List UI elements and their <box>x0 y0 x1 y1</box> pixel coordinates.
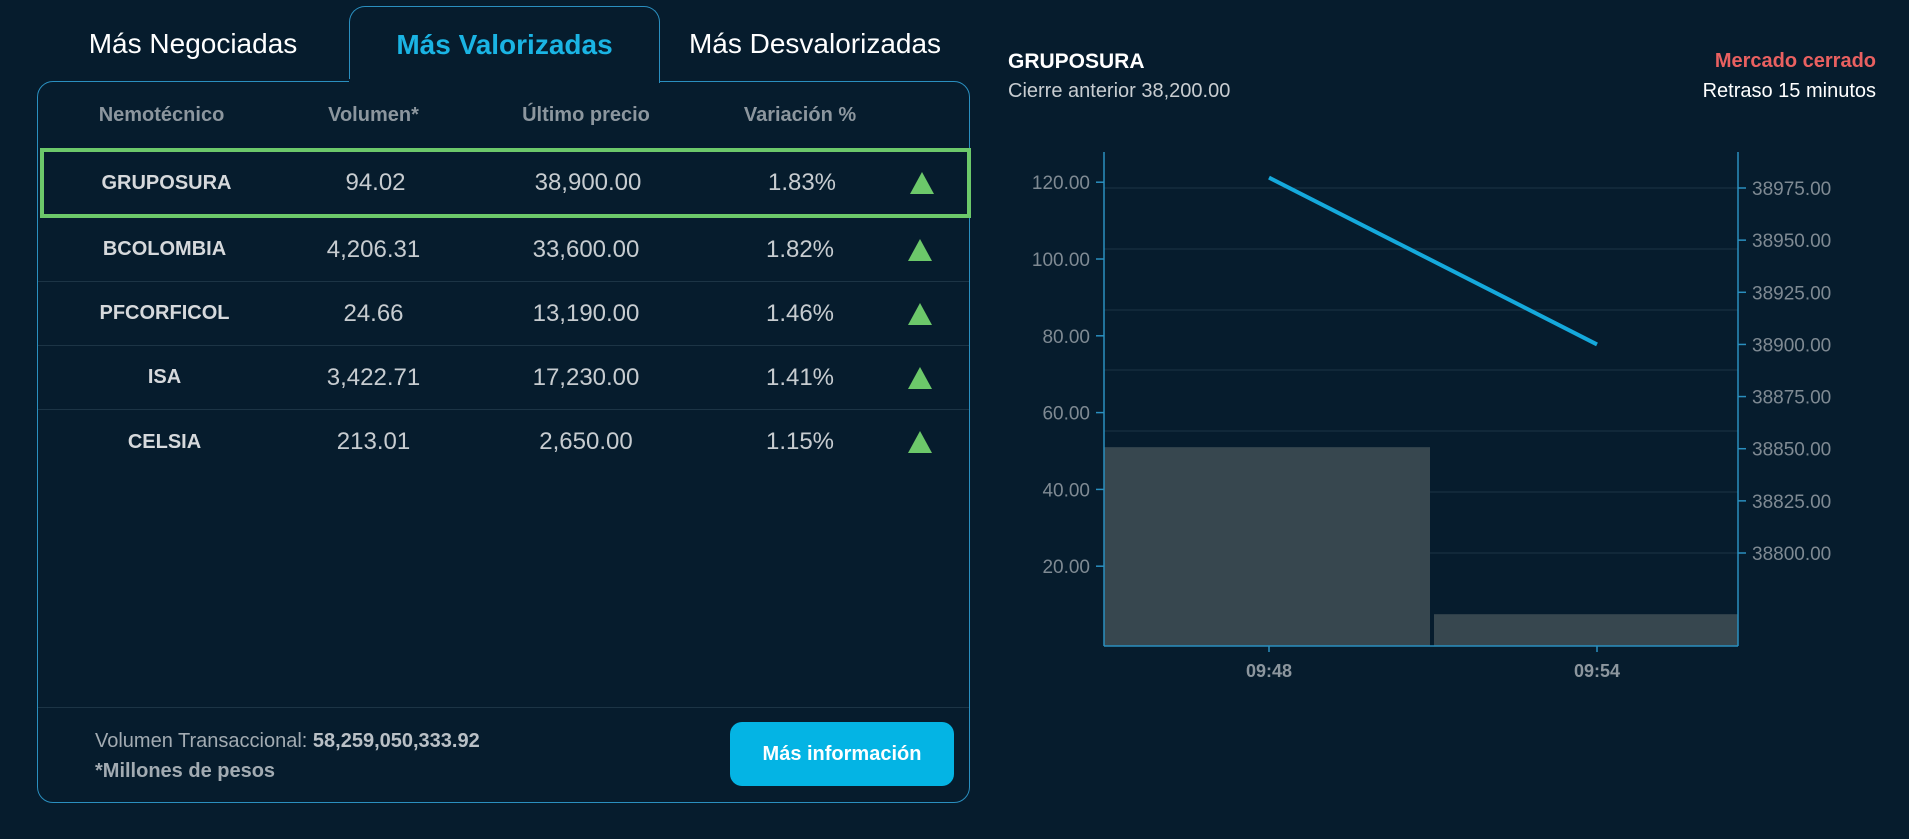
svg-text:80.00: 80.00 <box>1042 327 1090 348</box>
row-symbol: BCOLOMBIA <box>102 238 227 260</box>
row-volume: 4,206.31 <box>326 235 421 263</box>
table-body: GRUPOSURA 94.02 38,900.00 1.83% BCOLOMBI… <box>38 148 971 474</box>
tab-mas-negociadas[interactable]: Más Negociadas <box>88 28 298 59</box>
svg-text:40.00: 40.00 <box>1042 480 1090 501</box>
row-volume: 24.66 <box>343 299 404 327</box>
svg-text:09:48: 09:48 <box>1246 661 1292 681</box>
tab-mas-desvalorizadas[interactable]: Más Desvalorizadas <box>688 28 942 59</box>
svg-text:38850.00: 38850.00 <box>1752 440 1831 461</box>
volume-bars <box>1104 447 1738 646</box>
header-volume: Volumen* <box>328 103 419 126</box>
table-row[interactable]: BCOLOMBIA 4,206.31 33,600.00 1.82% <box>38 218 969 282</box>
price-volume-chart: 20.00 40.00 60.00 80.00 100.00 120.00 38800.0… <box>1000 140 1909 700</box>
tab-connector <box>349 79 659 83</box>
row-price: 17,230.00 <box>532 363 640 391</box>
chart-axes <box>1103 152 1739 647</box>
svg-text:38925.00: 38925.00 <box>1752 283 1831 304</box>
row-change: 1.83% <box>767 169 837 196</box>
table-row[interactable]: ISA 3,422.71 17,230.00 1.41% <box>38 346 969 410</box>
right-axis-ticks: 38800.00 38825.00 38850.00 38875.00 38900.00… <box>1738 179 1831 565</box>
panel-footer: Volumen Transaccional: 58,259,050,333.92… <box>38 707 969 803</box>
previous-close: Cierre anterior 38,200.00 <box>1008 80 1231 102</box>
tab-mas-valorizadas[interactable]: Más Valorizadas <box>349 6 660 83</box>
svg-text:38900.00: 38900.00 <box>1752 335 1831 356</box>
more-info-button[interactable]: Más información <box>730 722 954 786</box>
svg-text:38975.00: 38975.00 <box>1752 179 1831 200</box>
row-price: 38,900.00 <box>534 169 642 196</box>
delay-notice: Retraso 15 minutos <box>1702 80 1876 102</box>
tab-bar: Más Negociadas Más Valorizadas Más Desva… <box>38 6 968 83</box>
row-volume: 213.01 <box>336 428 411 455</box>
stocks-panel: Nemotécnico Volumen* Último precio Varia… <box>37 81 971 803</box>
market-status: Mercado cerrado <box>1714 50 1876 72</box>
row-symbol: CELSIA <box>127 430 202 453</box>
row-symbol: PFCORFICOL <box>99 302 230 324</box>
up-triangle-icon <box>910 172 934 194</box>
unit-note: *Millones de pesos <box>95 760 276 782</box>
table-header: Nemotécnico Volumen* Último precio Varia… <box>38 82 969 148</box>
up-triangle-icon <box>908 302 932 325</box>
svg-text:120.00: 120.00 <box>1032 173 1090 194</box>
price-line <box>1268 175 1598 347</box>
x-axis-ticks: 09:48 09:54 <box>1246 646 1620 681</box>
svg-text:20.00: 20.00 <box>1042 557 1090 578</box>
svg-text:60.00: 60.00 <box>1042 404 1090 425</box>
transaction-volume-label: Volumen Transaccional: <box>95 730 308 752</box>
header-change: Variación % <box>743 103 857 126</box>
header-last-price: Último precio <box>522 103 650 126</box>
table-row[interactable]: GRUPOSURA 94.02 38,900.00 1.83% <box>40 148 971 218</box>
volume-bar <box>1104 447 1430 646</box>
transaction-volume: Volumen Transaccional: 58,259,050,333.92 <box>95 730 480 753</box>
row-price: 13,190.00 <box>532 299 640 327</box>
row-price: 2,650.00 <box>539 428 633 455</box>
svg-text:38800.00: 38800.00 <box>1752 544 1831 565</box>
table-row[interactable]: PFCORFICOL 24.66 13,190.00 1.46% <box>38 282 969 346</box>
detail-symbol: GRUPOSURA <box>1008 50 1145 73</box>
row-change: 1.41% <box>765 363 835 391</box>
row-symbol: GRUPOSURA <box>101 171 232 194</box>
up-triangle-icon <box>908 238 932 261</box>
table-row[interactable]: CELSIA 213.01 2,650.00 1.15% <box>38 410 969 474</box>
row-change: 1.46% <box>765 299 835 327</box>
left-axis-ticks: 20.00 40.00 60.00 80.00 100.00 120.00 <box>1032 173 1104 578</box>
header-symbol: Nemotécnico <box>98 103 225 126</box>
volume-bar <box>1434 614 1738 646</box>
row-change: 1.15% <box>765 428 835 455</box>
svg-text:38875.00: 38875.00 <box>1752 388 1831 409</box>
chart-svg: 20.00 40.00 60.00 80.00 100.00 120.00 38800.0… <box>1032 152 1831 681</box>
svg-text:38950.00: 38950.00 <box>1752 231 1831 252</box>
row-price: 33,600.00 <box>532 235 640 263</box>
up-triangle-icon <box>908 366 932 389</box>
up-triangle-icon <box>908 431 932 453</box>
row-volume: 3,422.71 <box>326 363 421 391</box>
row-change: 1.82% <box>765 235 835 263</box>
svg-text:09:54: 09:54 <box>1574 661 1620 681</box>
svg-text:38825.00: 38825.00 <box>1752 492 1831 513</box>
row-volume: 94.02 <box>345 169 406 196</box>
row-symbol: ISA <box>147 366 182 388</box>
svg-text:100.00: 100.00 <box>1032 250 1090 271</box>
transaction-volume-value: 58,259,050,333.92 <box>312 730 480 752</box>
